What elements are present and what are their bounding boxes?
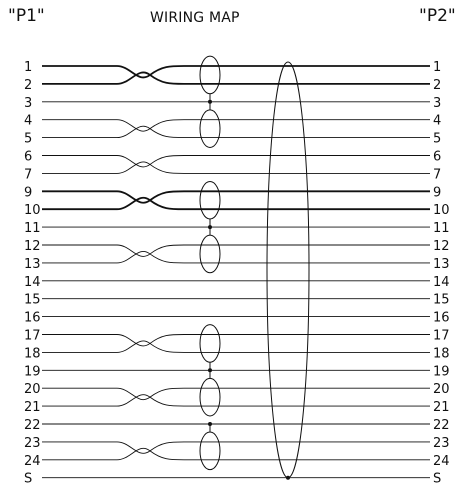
drain-dot-19 xyxy=(208,368,212,373)
pin-label-left: 5 xyxy=(24,132,32,147)
wire-2 xyxy=(42,71,430,85)
pin-label-right: 17 xyxy=(433,329,450,344)
pin-label-left: 22 xyxy=(24,418,41,433)
overall-shield xyxy=(266,61,310,479)
pin-label-right: 13 xyxy=(433,257,450,272)
pin-label-right: 2 xyxy=(433,78,441,93)
pair-shield-9-10 xyxy=(199,180,221,220)
left-connector-label: "P1" xyxy=(8,6,45,26)
pin-label-left: S xyxy=(24,472,32,483)
right-connector-label: "P2" xyxy=(419,6,456,26)
pin-label-right: 18 xyxy=(433,346,450,361)
wire-13 xyxy=(42,251,430,264)
pin-label-right: 11 xyxy=(433,221,450,236)
diagram-title: WIRING MAP xyxy=(150,10,240,26)
pin-label-left: 2 xyxy=(24,78,32,93)
pin-label-right: 14 xyxy=(433,275,450,290)
wire-4 xyxy=(42,119,430,132)
wire-18 xyxy=(42,340,430,353)
pin-label-left: 4 xyxy=(24,114,32,129)
drain-dot-22 xyxy=(208,422,212,426)
pin-label-right: 9 xyxy=(433,185,441,200)
wire-7 xyxy=(42,161,430,174)
pin-label-left: 14 xyxy=(24,275,41,290)
pin-label-right: 10 xyxy=(433,203,450,218)
wire-21 xyxy=(42,394,430,407)
pin-label-right: 20 xyxy=(433,382,450,397)
pin-label-right: 22 xyxy=(433,418,450,433)
pin-label-left: 3 xyxy=(24,96,32,111)
pin-label-left: 21 xyxy=(24,400,41,415)
pin-label-left: 7 xyxy=(24,167,32,182)
pin-label-right: 19 xyxy=(433,364,450,379)
pair-shield-1-2 xyxy=(199,55,221,95)
wire-1 xyxy=(42,65,430,79)
pair-shield-4-5 xyxy=(199,109,221,148)
pair-shield-17-18 xyxy=(199,324,221,363)
pin-label-left: 13 xyxy=(24,257,41,272)
pin-label-left: 6 xyxy=(24,150,32,165)
pin-label-right: 4 xyxy=(433,114,441,129)
pin-label-right: 21 xyxy=(433,400,450,415)
drain-dot-11 xyxy=(208,225,212,230)
pin-label-left: 1 xyxy=(24,60,32,75)
wire-24 xyxy=(42,448,430,461)
wire-12 xyxy=(42,244,430,257)
pin-label-right: 16 xyxy=(433,311,450,326)
pin-label-left: 20 xyxy=(24,382,41,397)
pin-label-right: 6 xyxy=(433,150,441,165)
pin-label-right: 23 xyxy=(433,436,450,451)
wire-10 xyxy=(42,196,430,211)
pin-label-left: 24 xyxy=(24,454,41,469)
pin-label-left: 19 xyxy=(24,364,41,379)
pin-label-right: 3 xyxy=(433,96,441,111)
pin-label-left: 10 xyxy=(24,203,41,218)
pin-label-left: 9 xyxy=(24,185,32,200)
pin-label-left: 17 xyxy=(24,329,41,344)
pair-shield-20-21 xyxy=(199,377,221,417)
pin-label-left: 18 xyxy=(24,346,41,361)
wire-23 xyxy=(42,441,430,454)
pair-shield-12-13 xyxy=(199,234,221,274)
overall-shield-dot xyxy=(286,475,290,480)
pin-label-right: 15 xyxy=(433,293,450,308)
wire-6 xyxy=(42,155,430,168)
pin-label-left: 23 xyxy=(24,436,41,451)
pin-label-right: S xyxy=(433,472,441,483)
wire-17 xyxy=(42,334,430,347)
drain-dot-3 xyxy=(208,99,212,104)
pin-label-right: 12 xyxy=(433,239,450,254)
pin-label-left: 11 xyxy=(24,221,41,236)
pin-label-left: 15 xyxy=(24,293,41,308)
wire-9 xyxy=(42,190,430,204)
pin-label-right: 1 xyxy=(433,60,441,75)
pin-label-right: 24 xyxy=(433,454,450,469)
pin-label-right: 7 xyxy=(433,167,441,182)
pin-label-left: 12 xyxy=(24,239,41,254)
pin-label-right: 5 xyxy=(433,132,441,147)
pin-label-left: 16 xyxy=(24,311,41,326)
pair-shield-23-24 xyxy=(199,431,221,471)
wire-20 xyxy=(42,387,430,400)
wire-5 xyxy=(42,125,430,139)
